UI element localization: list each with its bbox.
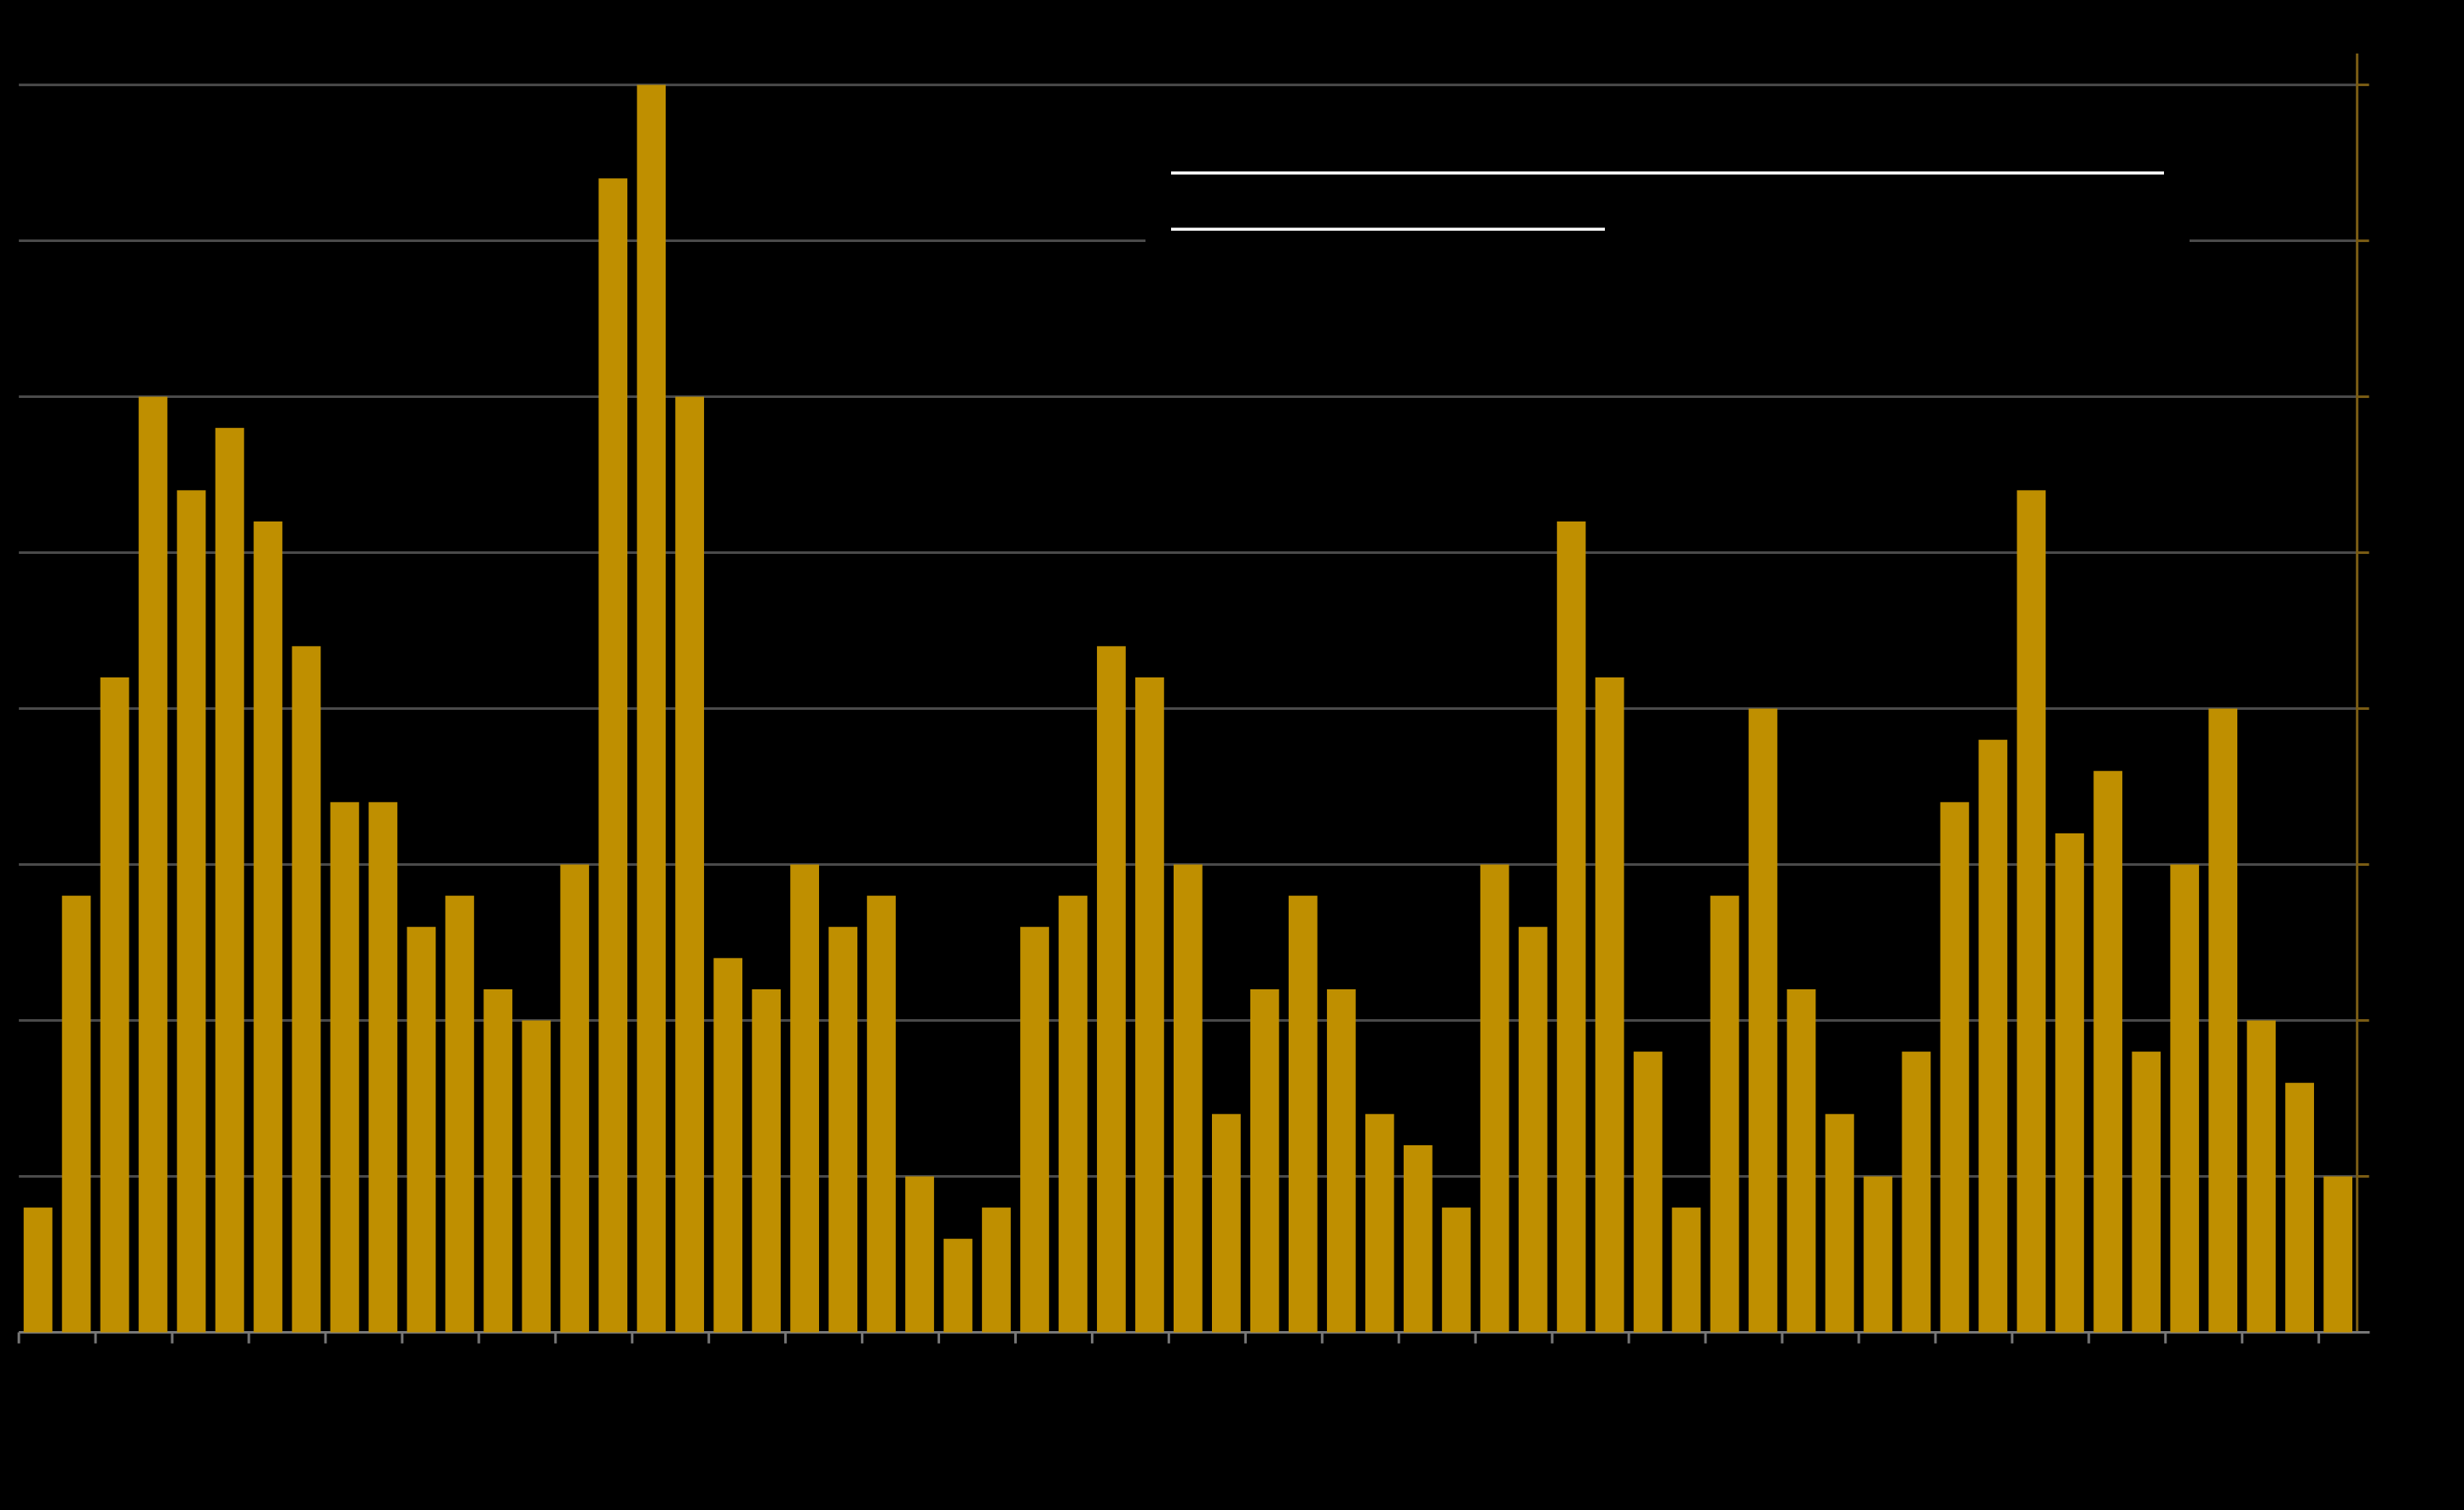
bar <box>1059 896 1088 1333</box>
bar <box>905 1176 934 1333</box>
bar <box>1978 740 2008 1333</box>
bar <box>445 896 475 1333</box>
bar <box>2017 490 2046 1333</box>
bar <box>752 988 782 1333</box>
bar <box>2055 833 2085 1333</box>
bar <box>1365 1114 1394 1333</box>
bar <box>1441 1207 1471 1333</box>
bar <box>1518 926 1548 1333</box>
bar <box>713 958 743 1333</box>
bar <box>1288 896 1318 1333</box>
legend <box>1145 152 2190 252</box>
bar <box>368 802 398 1333</box>
bar <box>1710 896 1740 1333</box>
bar <box>1595 677 1624 1333</box>
bar <box>2132 1052 2161 1333</box>
bar <box>215 428 245 1333</box>
bar <box>2323 1176 2353 1333</box>
bar <box>253 521 283 1333</box>
bar <box>1940 802 1970 1333</box>
bar <box>2170 864 2200 1333</box>
bar <box>637 84 666 1333</box>
bar <box>1748 708 1778 1333</box>
bar <box>23 1207 53 1333</box>
bar <box>1403 1144 1433 1333</box>
bar <box>1020 926 1049 1333</box>
bar <box>1901 1052 1931 1333</box>
bar <box>61 896 91 1333</box>
bar <box>828 926 857 1333</box>
bar <box>2093 770 2123 1333</box>
bar <box>100 677 130 1333</box>
bar <box>943 1238 972 1333</box>
bar <box>1174 864 1203 1333</box>
bar <box>2285 1082 2315 1333</box>
bar <box>1671 1207 1701 1333</box>
bar <box>2247 1020 2276 1333</box>
bar <box>675 396 705 1333</box>
bar <box>138 396 168 1333</box>
bar <box>1097 646 1126 1333</box>
bar <box>1863 1176 1893 1333</box>
legend-box <box>1145 152 2190 252</box>
bar <box>330 802 360 1333</box>
bar <box>982 1207 1011 1333</box>
bar <box>560 864 590 1333</box>
bar <box>1135 677 1164 1333</box>
bar <box>867 896 896 1333</box>
bar <box>1786 988 1816 1333</box>
bar <box>1480 864 1509 1333</box>
bar <box>1556 521 1586 1333</box>
bar <box>407 926 436 1333</box>
bar <box>291 646 321 1333</box>
bar <box>1211 1114 1241 1333</box>
bar <box>1825 1114 1855 1333</box>
bar <box>176 490 206 1333</box>
bar <box>522 1020 551 1333</box>
bar <box>1249 988 1279 1333</box>
bar <box>1633 1052 1663 1333</box>
bar <box>2208 708 2238 1333</box>
bar <box>483 988 513 1333</box>
bar <box>790 864 819 1333</box>
bar <box>1326 988 1356 1333</box>
bar <box>598 178 628 1333</box>
